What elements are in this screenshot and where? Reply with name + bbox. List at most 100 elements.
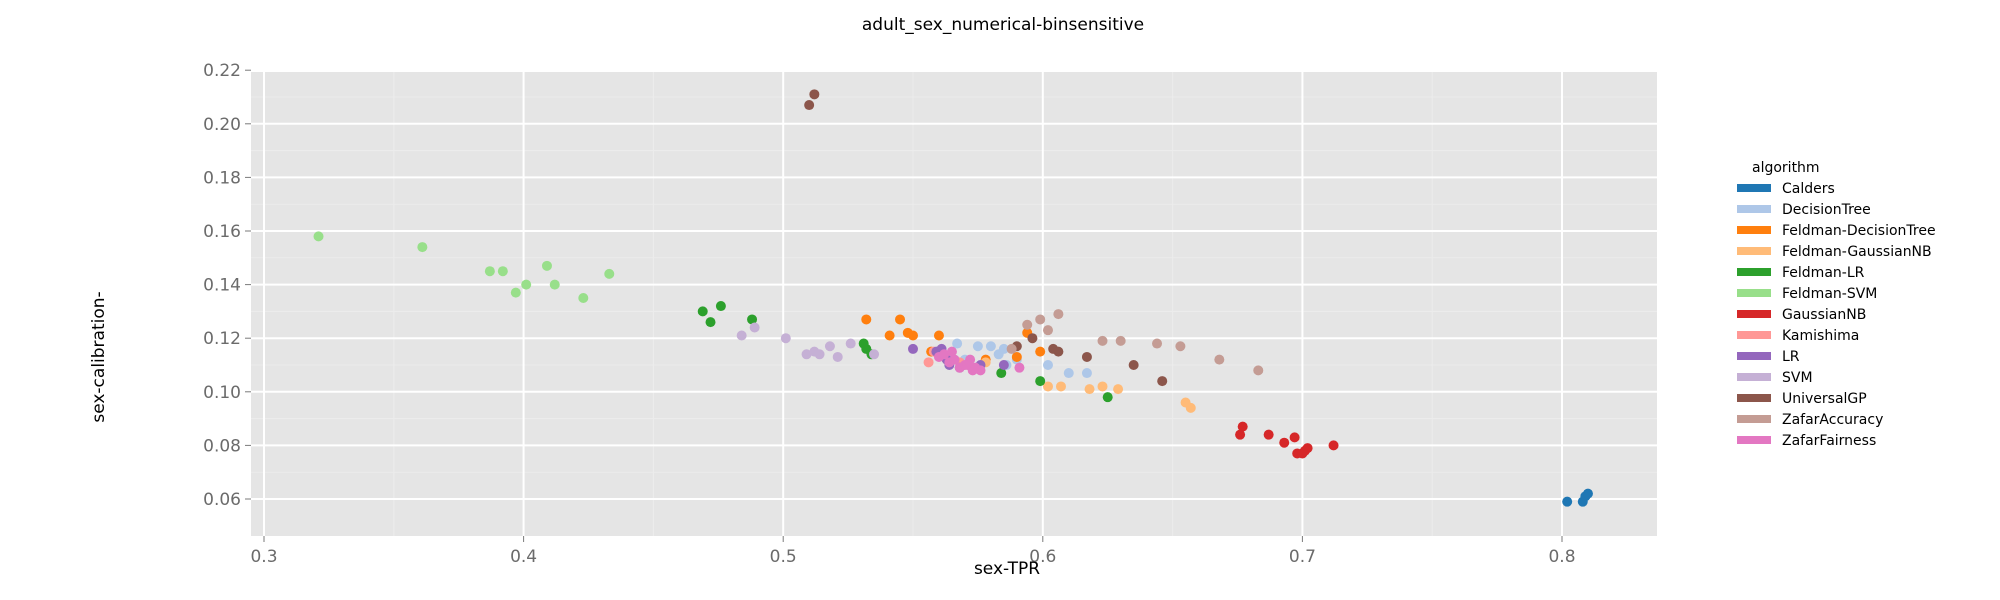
y-tick-label: 0.14 bbox=[203, 276, 241, 296]
legend-swatch bbox=[1737, 373, 1771, 381]
chart-title: adult_sex_numerical-binsensitive bbox=[862, 15, 1144, 35]
data-point bbox=[869, 349, 880, 360]
data-point bbox=[1263, 429, 1274, 440]
data-point bbox=[996, 368, 1007, 379]
legend-label: LR bbox=[1782, 349, 1800, 365]
data-point bbox=[1152, 338, 1163, 349]
y-tick-label: 0.08 bbox=[203, 436, 241, 456]
series-feldman-gaussiannb bbox=[980, 357, 1196, 413]
legend-swatch bbox=[1737, 205, 1771, 213]
legend-label: SVM bbox=[1782, 370, 1813, 386]
legend-swatch bbox=[1737, 436, 1771, 444]
data-point bbox=[780, 333, 791, 344]
data-point bbox=[1035, 314, 1046, 325]
series-universalgp bbox=[804, 89, 1168, 387]
legend-label: Feldman-LR bbox=[1782, 265, 1865, 281]
data-point bbox=[933, 330, 944, 341]
legend-swatch bbox=[1737, 226, 1771, 234]
legend-swatch bbox=[1737, 289, 1771, 297]
y-tick-label: 0.10 bbox=[203, 383, 241, 403]
data-point bbox=[949, 354, 960, 365]
data-point bbox=[1011, 351, 1022, 362]
data-point bbox=[1113, 384, 1124, 395]
data-point bbox=[1279, 437, 1290, 448]
data-point bbox=[541, 260, 552, 271]
legend-swatch bbox=[1737, 247, 1771, 255]
data-point bbox=[1035, 376, 1046, 387]
data-point bbox=[804, 100, 815, 111]
data-point bbox=[749, 322, 760, 333]
data-point bbox=[1084, 384, 1095, 395]
legend-label: Feldman-DecisionTree bbox=[1782, 223, 1936, 239]
data-point bbox=[1115, 335, 1126, 346]
data-point bbox=[970, 362, 981, 373]
data-point bbox=[1042, 360, 1053, 370]
data-point bbox=[998, 360, 1009, 370]
legend-label: UniversalGP bbox=[1782, 391, 1867, 407]
data-point bbox=[1302, 443, 1313, 454]
plot-background bbox=[251, 72, 1657, 536]
x-tick-label: 0.8 bbox=[1548, 547, 1575, 567]
y-tick-label: 0.20 bbox=[203, 115, 241, 135]
legend-swatch bbox=[1737, 310, 1771, 318]
data-point bbox=[908, 330, 918, 341]
data-point bbox=[715, 301, 726, 312]
data-point bbox=[313, 231, 324, 242]
x-tick-label: 0.5 bbox=[770, 547, 797, 567]
data-point bbox=[1235, 429, 1246, 440]
data-point bbox=[1562, 496, 1573, 507]
data-point bbox=[1097, 381, 1108, 392]
data-point bbox=[510, 287, 521, 298]
legend-label: DecisionTree bbox=[1782, 202, 1871, 218]
data-point bbox=[1006, 343, 1017, 354]
y-axis-title: sex-calibration- bbox=[89, 291, 109, 422]
legend-label: GaussianNB bbox=[1782, 307, 1866, 323]
data-point bbox=[824, 341, 835, 352]
data-point bbox=[998, 343, 1009, 354]
y-tick-label: 0.18 bbox=[203, 168, 241, 188]
data-point bbox=[946, 346, 957, 357]
x-tick-label: 0.6 bbox=[1029, 547, 1056, 567]
data-point bbox=[1022, 319, 1033, 330]
data-point bbox=[1237, 421, 1248, 432]
data-point bbox=[845, 338, 856, 349]
x-tick-label: 0.4 bbox=[510, 547, 537, 567]
data-point bbox=[939, 349, 950, 360]
data-point bbox=[1053, 346, 1064, 357]
data-point bbox=[1214, 354, 1225, 365]
data-point bbox=[1081, 351, 1092, 362]
x-tick-label: 0.3 bbox=[250, 547, 277, 567]
data-point bbox=[884, 330, 895, 341]
data-point bbox=[895, 314, 906, 325]
data-point bbox=[705, 317, 716, 328]
data-point bbox=[417, 242, 428, 253]
data-point bbox=[484, 266, 495, 277]
y-tick-label: 0.16 bbox=[203, 222, 241, 242]
data-point bbox=[985, 341, 996, 352]
data-points bbox=[313, 89, 1593, 507]
data-point bbox=[1582, 488, 1593, 499]
data-point bbox=[604, 268, 615, 279]
data-point bbox=[1185, 402, 1196, 413]
data-point bbox=[1014, 362, 1025, 373]
data-point bbox=[1042, 325, 1053, 336]
data-point bbox=[1097, 335, 1108, 346]
legend-swatch bbox=[1737, 352, 1771, 360]
data-point bbox=[736, 330, 747, 341]
data-point bbox=[521, 279, 532, 290]
series-gaussiannb bbox=[1235, 421, 1339, 459]
legend-label: Calders bbox=[1782, 181, 1835, 197]
data-point bbox=[1055, 381, 1066, 392]
data-point bbox=[908, 343, 918, 354]
legend-swatch bbox=[1737, 184, 1771, 192]
data-point bbox=[809, 89, 820, 100]
data-point bbox=[952, 338, 963, 349]
data-point bbox=[962, 360, 973, 370]
y-tick-label: 0.22 bbox=[203, 61, 241, 81]
data-point bbox=[1128, 360, 1139, 370]
data-point bbox=[1175, 341, 1186, 352]
data-point bbox=[832, 351, 843, 362]
data-point bbox=[697, 306, 708, 317]
legend: algorithm Calders DecisionTree Feldman-Dec… bbox=[1737, 160, 1936, 449]
